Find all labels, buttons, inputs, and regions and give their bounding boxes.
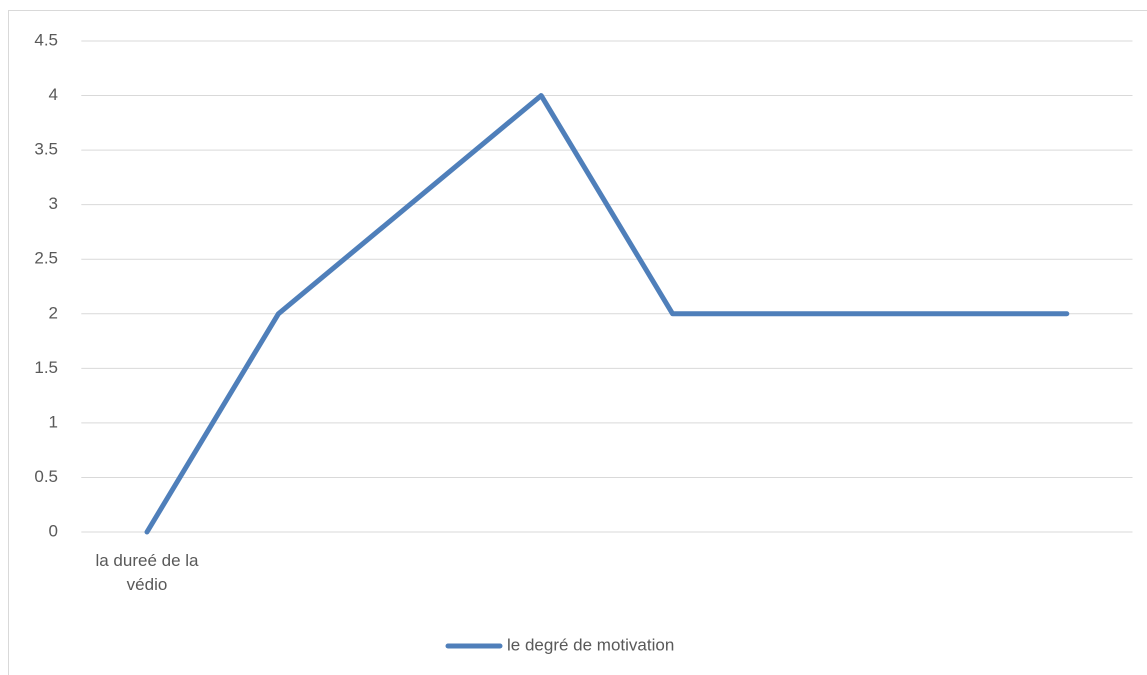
y-tick-label: 0.5: [34, 467, 58, 486]
y-tick-label: 1: [49, 412, 58, 431]
data-line: [144, 93, 1070, 535]
legend-label: le degré de motivation: [507, 635, 674, 654]
y-tick-label: 4.5: [34, 30, 58, 49]
y-tick-label: 1.5: [34, 358, 58, 377]
y-tick-label: 3: [49, 194, 58, 213]
chart-border: [8, 10, 1147, 675]
y-tick-label: 4: [49, 85, 58, 104]
y-tick-label: 2: [49, 303, 58, 322]
x-tick-label: la dureé de la védio: [95, 551, 199, 594]
y-tick-label: 0: [49, 521, 58, 540]
y-tick-label: 3.5: [34, 140, 58, 159]
y-tick-label: 2.5: [34, 249, 58, 268]
x-tick-label-box: la dureé de la védio: [95, 551, 199, 594]
